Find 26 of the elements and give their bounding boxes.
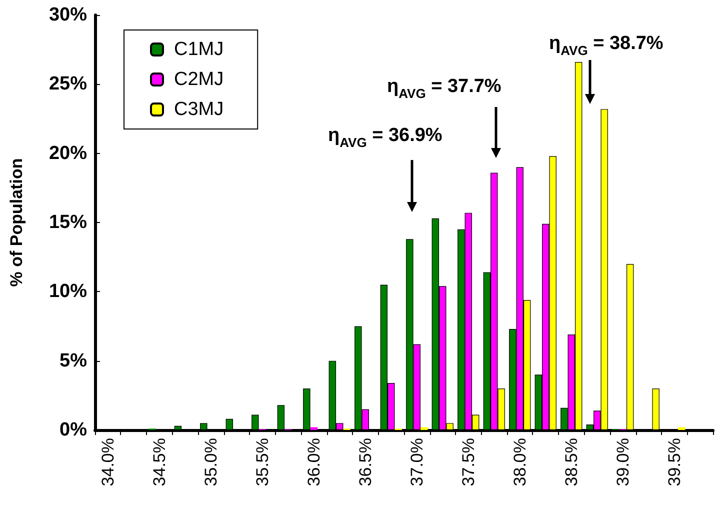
y-tick-label: 30% xyxy=(48,4,88,26)
x-tick-label: 36.5% xyxy=(356,438,375,486)
x-tick-label: 34.0% xyxy=(98,438,118,486)
x-tick-label: 37.5% xyxy=(458,438,478,486)
y-tick-label: 5% xyxy=(60,350,88,372)
x-tick-label: 34.5% xyxy=(150,438,169,486)
y-tick-label: 0% xyxy=(60,420,88,440)
x-tick-label: 38.5% xyxy=(562,438,581,486)
x-tick-label: 36.0% xyxy=(304,438,324,486)
legend-label: C3MJ xyxy=(174,99,224,120)
x-tick-label: 39.5% xyxy=(664,438,684,486)
y-axis-title: % of Population xyxy=(7,158,26,287)
y-tick-label: 25% xyxy=(48,74,88,95)
bar xyxy=(420,427,428,430)
y-tick-label: 15% xyxy=(48,212,88,233)
x-tick-label: 35.0% xyxy=(201,438,220,486)
y-tick-label: 20% xyxy=(48,142,88,164)
x-tick-label: 39.0% xyxy=(613,438,632,486)
bar xyxy=(310,427,318,430)
x-tick-label: 37.0% xyxy=(407,438,426,486)
legend-label: C2MJ xyxy=(174,69,224,90)
x-tick-label: 35.5% xyxy=(252,438,272,486)
x-tick-label: 38.0% xyxy=(510,438,530,486)
legend-label: C1MJ xyxy=(174,39,224,60)
bar xyxy=(678,427,686,430)
y-tick-label: 10% xyxy=(48,281,88,302)
